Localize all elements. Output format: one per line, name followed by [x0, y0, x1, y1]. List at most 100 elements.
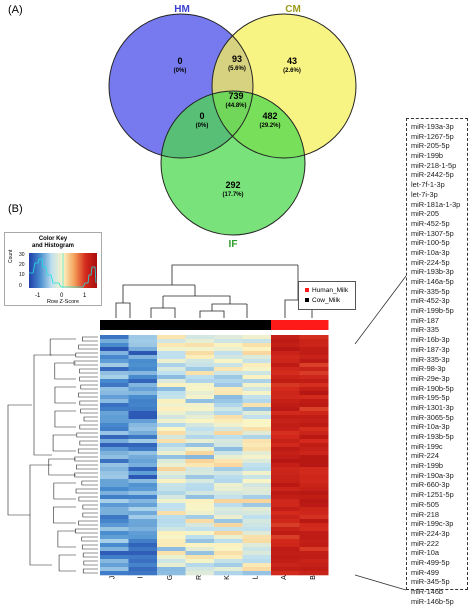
- heatmap-cell: [157, 367, 186, 372]
- heatmap-cell: [299, 535, 329, 540]
- heatmap-cell: [100, 439, 129, 444]
- column-dendrogram: [115, 264, 313, 318]
- row-dendrogram-branch: [54, 386, 76, 404]
- heatmap-cell: [214, 483, 243, 488]
- heatmap-cell: [100, 487, 129, 492]
- heatmap-cell: [100, 399, 129, 404]
- heatmap-cell: [214, 387, 243, 392]
- heatmap-cell: [214, 511, 243, 516]
- row-dendrogram-branch: [74, 528, 98, 534]
- heatmap-cell: [271, 523, 300, 528]
- heatmap-cell: [271, 515, 300, 520]
- heatmap-cell: [299, 467, 329, 472]
- venn-all-count: 739: [228, 91, 243, 101]
- heatmap-cell: [157, 379, 186, 384]
- heatmap-cell: [128, 447, 158, 452]
- row-dendrogram-branch: [78, 392, 98, 398]
- heatmap-cell: [100, 471, 129, 476]
- heatmap-cell: [214, 423, 243, 428]
- heatmap-cell: [100, 519, 129, 524]
- heatmap-cell: [214, 391, 243, 396]
- heatmap-cell: [214, 419, 243, 424]
- heatmap-cell: [242, 551, 272, 556]
- venn-label-hm: HM: [174, 4, 190, 15]
- heatmap-cell: [299, 435, 329, 440]
- heatmap-cell: [271, 507, 300, 512]
- figure-canvas: HM CM IF 0 (0%) 93 (5.6%) 43 (2.6%) 739 …: [7, 4, 407, 591]
- heatmap-cell: [128, 419, 158, 424]
- column-label: R: [195, 574, 203, 581]
- heatmap-cell: [214, 487, 243, 492]
- color-key-ylabel: Count: [8, 249, 14, 263]
- heatmap-cell: [128, 531, 158, 536]
- row-dendrogram-branch: [79, 424, 98, 430]
- heatmap-cell: [299, 415, 329, 420]
- heatmap-cell: [128, 403, 158, 408]
- heatmap-cell: [242, 471, 272, 476]
- callout-lines: [354, 275, 407, 591]
- heatmap-cell: [185, 483, 215, 488]
- heatmap-cell: [271, 407, 300, 412]
- row-dendrogram-branch: [82, 552, 98, 558]
- heatmap-cell: [242, 371, 272, 376]
- heatmap-cell: [271, 487, 300, 492]
- heatmap-cell: [100, 347, 129, 352]
- heatmap-cell: [242, 399, 272, 404]
- mirna-list-item: miR-218: [411, 509, 439, 519]
- mirna-list-item: miR-146b-5p: [411, 596, 454, 606]
- heatmap-cell: [128, 503, 158, 508]
- color-key-ytick: 0: [19, 283, 22, 289]
- heatmap-cell: [242, 475, 272, 480]
- heatmap-cell: [242, 363, 272, 368]
- heatmap-cell: [185, 455, 215, 460]
- heatmap-cell: [128, 547, 158, 552]
- color-key-ytick: 30: [19, 252, 25, 258]
- heatmap-cell: [299, 367, 329, 372]
- color-key-xtick: 0: [60, 293, 64, 299]
- heatmap-cell: [214, 463, 243, 468]
- heatmap-cell: [128, 471, 158, 476]
- heatmap-cell: [271, 419, 300, 424]
- row-dendrogram-branch: [57, 530, 76, 548]
- heatmap-cell: [299, 347, 329, 352]
- heatmap-cell: [100, 359, 129, 364]
- heatmap-cell: [299, 515, 329, 520]
- venn-hm-if-count: 0: [199, 111, 204, 121]
- heatmap-cell: [100, 527, 129, 532]
- heatmap-cell: [242, 443, 272, 448]
- heatmap-cell: [299, 555, 329, 560]
- heatmap-cell: [214, 403, 243, 408]
- mirna-list-item: miR-190b-5p: [411, 383, 454, 393]
- mirna-list-item: miR-218-1-5p: [411, 160, 457, 170]
- heatmap-cell: [242, 335, 272, 340]
- heatmap-cell: [157, 455, 186, 460]
- row-dendrogram-branch: [29, 464, 52, 566]
- row-dendrogram-branch: [52, 434, 76, 452]
- venn-if-only-pct: (17.7%): [222, 192, 243, 198]
- heatmap-cell: [271, 387, 300, 392]
- heatmap-cell: [214, 451, 243, 456]
- heatmap-cell: [185, 451, 215, 456]
- heatmap-cell: [100, 531, 129, 536]
- heatmap-cell: [157, 447, 186, 452]
- heatmap-cell: [214, 471, 243, 476]
- heatmap-cell: [157, 475, 186, 480]
- heatmap-cell: [157, 339, 186, 344]
- row-dendrogram-branch: [82, 504, 98, 510]
- heatmap-cell: [299, 395, 329, 400]
- row-dendrogram-branch: [54, 410, 76, 428]
- heatmap-cell: [157, 491, 186, 496]
- heatmap-cell: [242, 447, 272, 452]
- heatmap-cell: [242, 495, 272, 500]
- venn-label-cm: CM: [285, 4, 301, 15]
- heatmap-cell: [242, 563, 272, 568]
- row-dendrogram-branch: [79, 400, 98, 406]
- heatmap-cell: [214, 431, 243, 436]
- group-bar-segment: [299, 320, 329, 330]
- heatmap-cell: [185, 539, 215, 544]
- heatmap-cell: [271, 399, 300, 404]
- heatmap-cell: [242, 415, 272, 420]
- heatmap-cell: [271, 527, 300, 532]
- heatmap-cell: [271, 467, 300, 472]
- heatmap-cell: [100, 403, 129, 408]
